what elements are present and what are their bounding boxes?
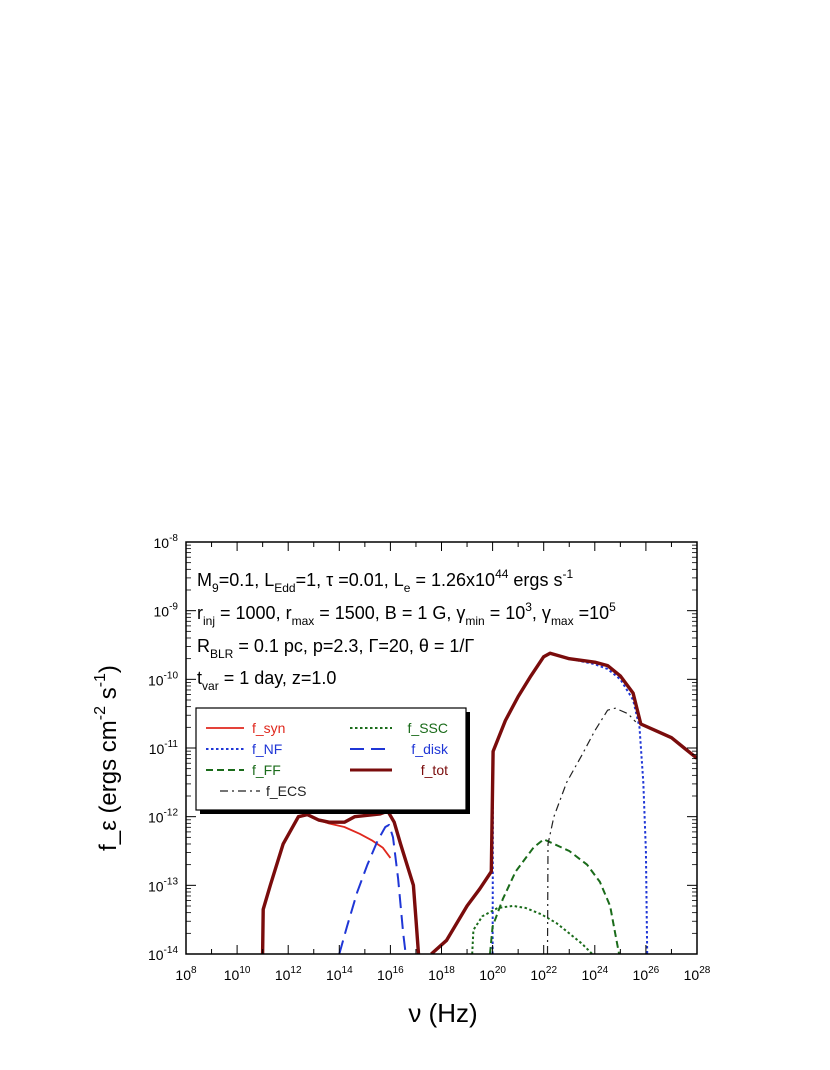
x-tick-label: 108 — [175, 965, 197, 983]
x-tick-label: 1016 — [377, 965, 404, 983]
y-tick-label: 10-8 — [154, 533, 179, 551]
x-tick-label: 1020 — [479, 965, 506, 983]
series-f-FF-2 — [489, 838, 621, 954]
x-tick-label: 1014 — [326, 965, 353, 983]
series-f-tot-5 — [260, 809, 421, 954]
series-layer — [260, 651, 697, 954]
annotation-line-1: M9=0.1, LEdd=1, τ =0.01, Le = 1.26x1044 … — [197, 567, 573, 595]
legend-item-f-NF: f_NF — [206, 741, 282, 757]
annotation-line-4: tvar = 1 day, z=1.0 — [197, 668, 336, 693]
x-tick-label: 1018 — [428, 965, 455, 983]
legend: f_syn f_SSC f_NF f_disk f_FF f_tot f_ECS — [195, 707, 470, 814]
tick-layer — [185, 541, 698, 955]
x-axis-title: ν (Hz) — [408, 998, 477, 1028]
legend-label: f_FF — [252, 762, 281, 778]
parameter-annotations: M9=0.1, LEdd=1, τ =0.01, Le = 1.26x1044 … — [197, 567, 616, 693]
y-tick-label: 10-13 — [148, 876, 178, 894]
legend-item-f-ECS: f_ECS — [220, 783, 306, 799]
legend-item-f-syn: f_syn — [206, 720, 285, 736]
series-f-SSC-3 — [471, 904, 593, 954]
x-tick-label: 1024 — [581, 965, 608, 983]
legend-items: f_syn f_SSC f_NF f_disk f_FF f_tot f_ECS — [206, 720, 449, 799]
y-tick-label: 10-14 — [148, 945, 178, 963]
legend-label: f_syn — [252, 720, 285, 736]
series-f-disk-4 — [338, 823, 407, 954]
series-f-syn-0 — [261, 813, 392, 954]
series-f-tot-segment-6 — [430, 651, 697, 954]
legend-item-f-SSC: f_SSC — [350, 720, 448, 736]
x-tick-label: 1026 — [633, 965, 660, 983]
series-f-ECS-7 — [546, 707, 637, 954]
y-tick-label: 10-10 — [148, 670, 178, 688]
tick-label-layer: 108 1010 1012 1014 1016 1018 1020 1022 1024 1026 1… — [148, 533, 711, 983]
legend-box — [195, 707, 467, 811]
x-tick-label: 1012 — [275, 965, 302, 983]
x-tick-label: 1028 — [684, 965, 711, 983]
y-tick-label: 10-9 — [154, 602, 179, 620]
legend-label: f_ECS — [266, 783, 306, 799]
legend-label: f_disk — [411, 741, 449, 757]
legend-item-f-tot: f_tot — [350, 762, 448, 778]
x-tick-label: 1010 — [224, 965, 251, 983]
y-tick-label: 10-12 — [148, 808, 178, 826]
annotation-line-3: RBLR = 0.1 pc, p=2.3, Γ=20, θ = 1/Γ — [197, 636, 474, 661]
x-tick-label: 1022 — [530, 965, 557, 983]
annotation-line-2: rinj = 1000, rmax = 1500, B = 1 G, γmin … — [197, 600, 616, 628]
legend-label: f_SSC — [408, 720, 448, 736]
legend-item-f-disk: f_disk — [350, 741, 449, 757]
legend-item-f-FF: f_FF — [206, 762, 281, 778]
legend-label: f_tot — [421, 762, 448, 778]
y-axis-title: f_ε (ergs cm-2 s-1) — [92, 665, 122, 851]
legend-label: f_NF — [252, 741, 282, 757]
y-tick-label: 10-11 — [149, 739, 179, 757]
